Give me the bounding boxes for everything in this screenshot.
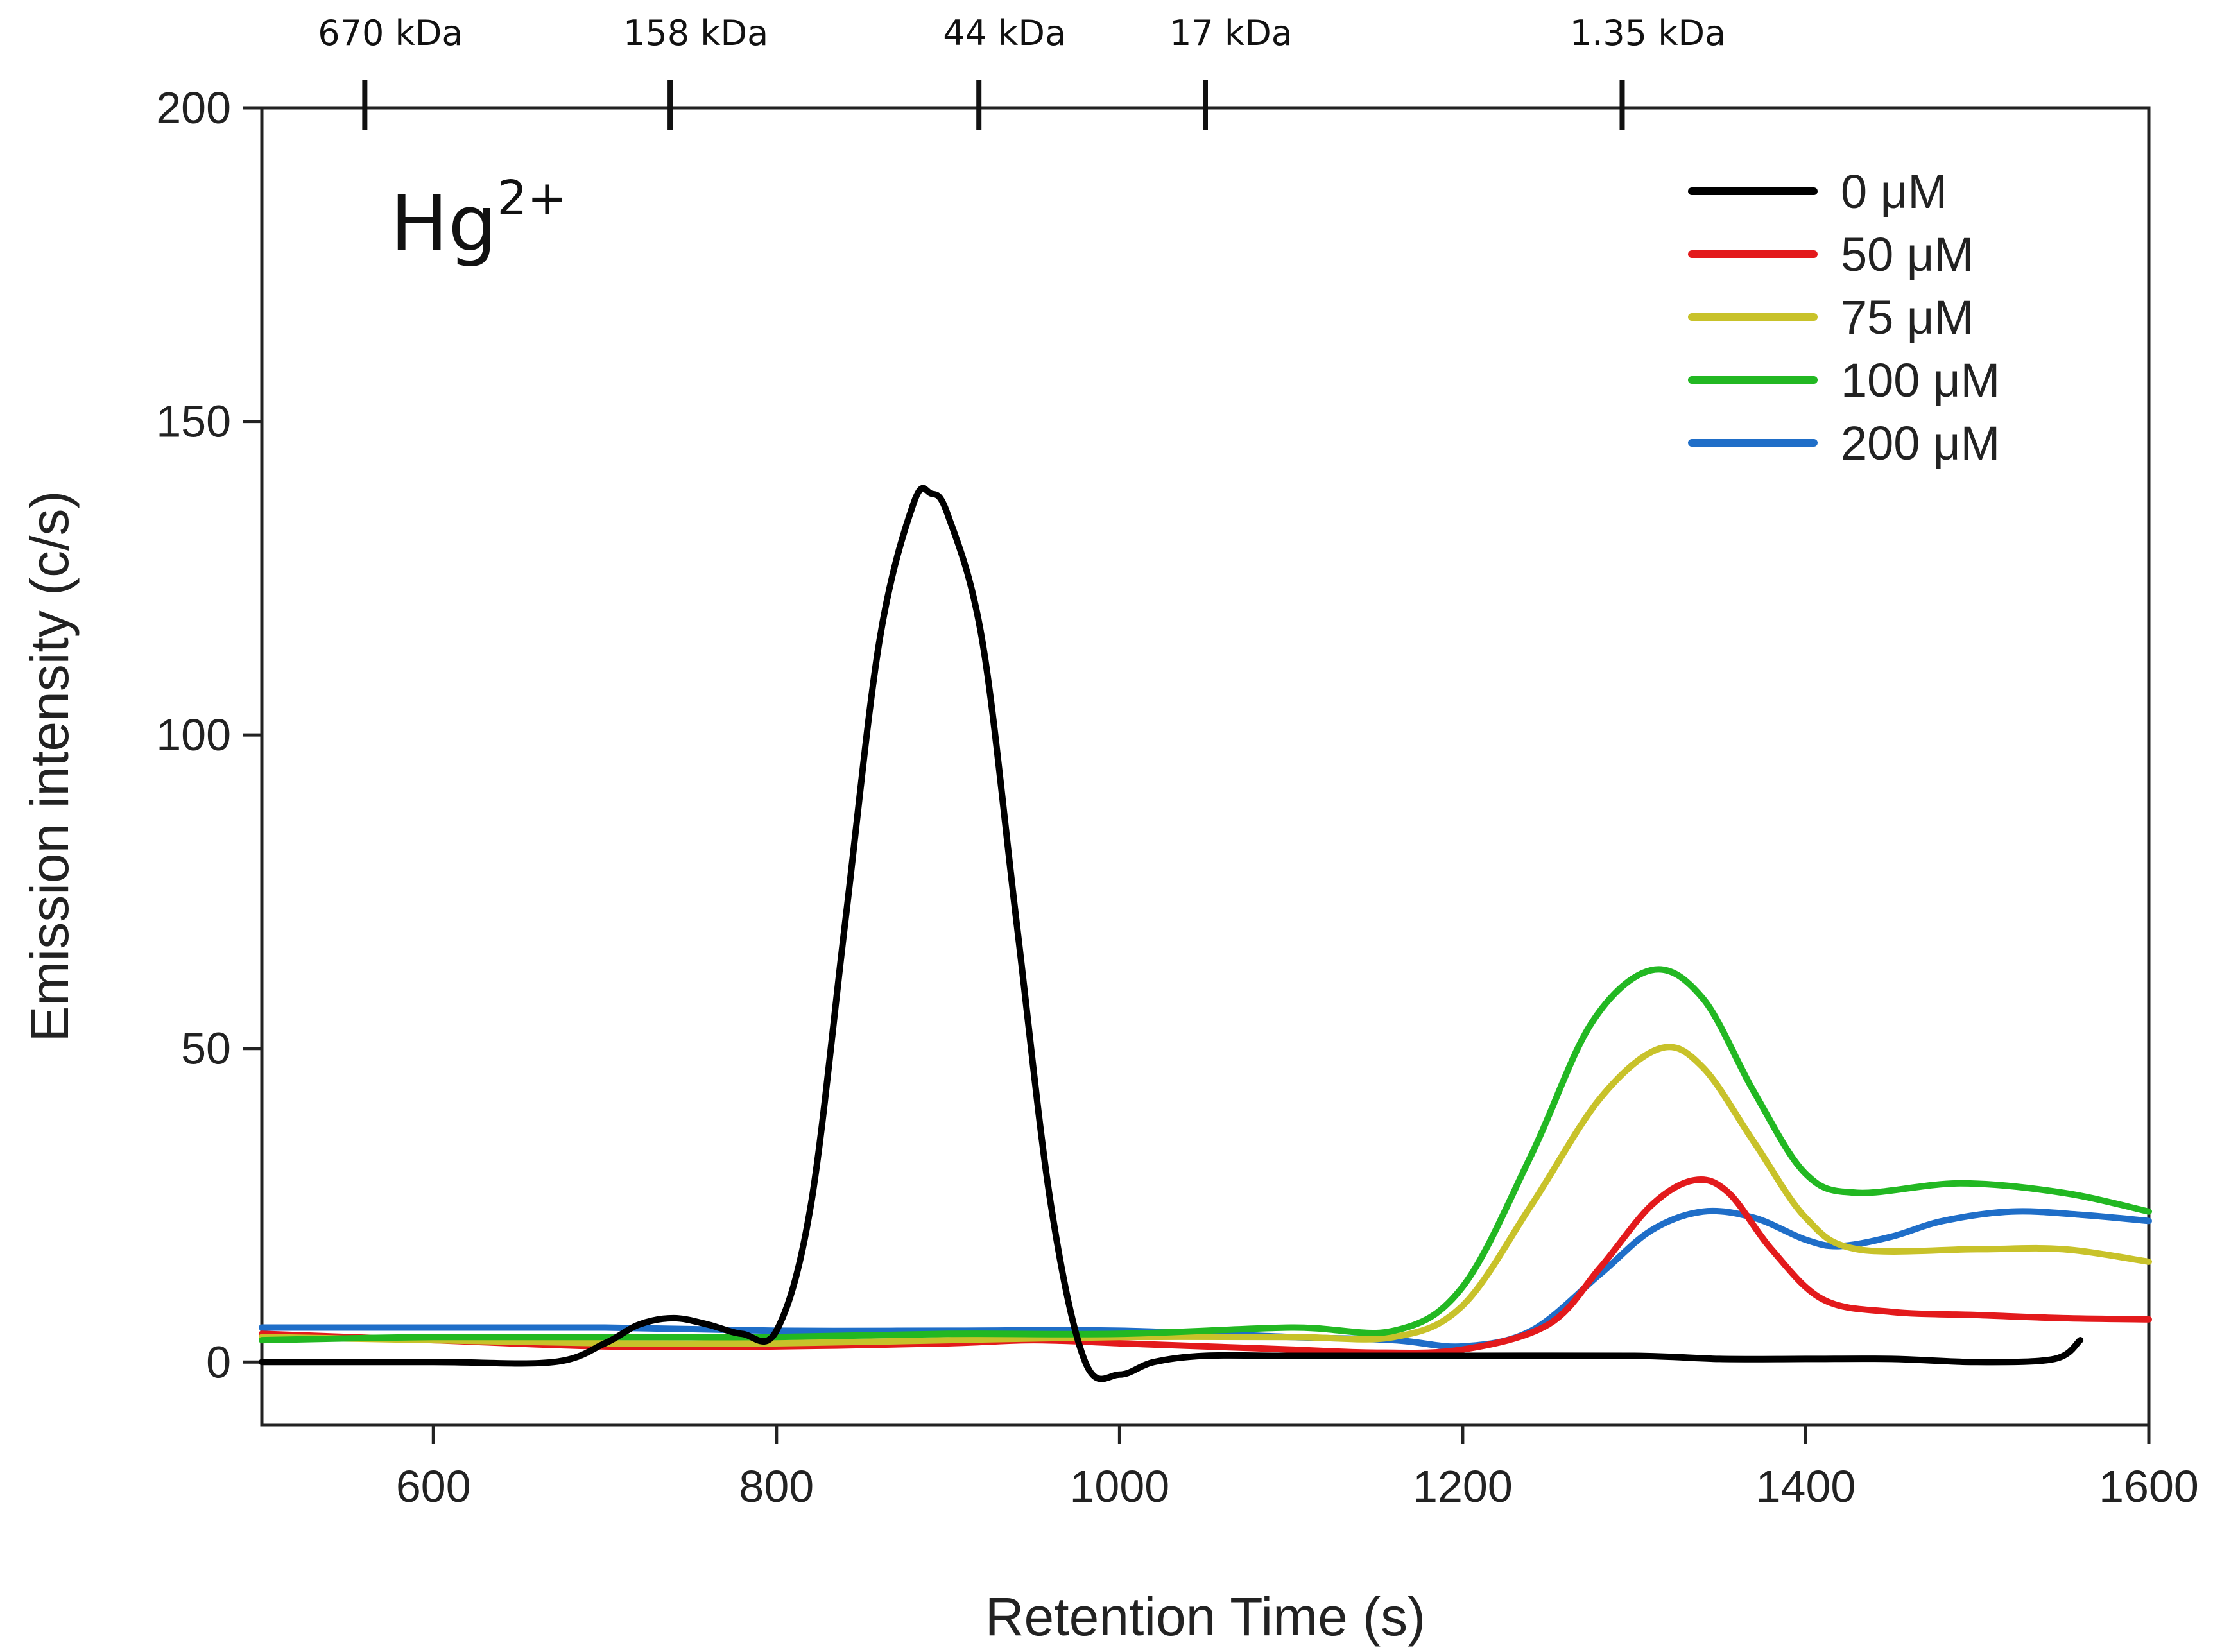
y-tick-label: 100	[156, 710, 231, 760]
x-axis-title: Retention Time (s)	[985, 1587, 1425, 1647]
series-line-4	[259, 1207, 2152, 1350]
mw-marker-label: 17 kDa	[1169, 13, 1293, 53]
annotation-superscript: 2+	[497, 171, 567, 226]
legend-label: 200 μM	[1841, 417, 2000, 470]
x-tick-label: 600	[396, 1461, 471, 1511]
series-line-2	[259, 1044, 2152, 1347]
molecular-weight-markers: 670 kDa 158 kDa 44 kDa 17 kDa 1.35 kDa	[318, 13, 1726, 130]
x-tick-label: 1200	[1413, 1461, 1513, 1511]
x-tick-label: 1000	[1069, 1461, 1169, 1511]
legend-label: 50 μM	[1841, 228, 1974, 281]
y-axis-title: Emission intensity (c/s)	[19, 491, 80, 1042]
y-tick-label: 200	[156, 83, 231, 133]
series-line-0	[259, 485, 2084, 1382]
mw-marker-label: 1.35 kDa	[1570, 13, 1726, 53]
x-tick-label: 1400	[1756, 1461, 1856, 1511]
y-axis: 0 50 100 150 200	[156, 83, 262, 1387]
annotation-base: Hg	[390, 180, 497, 269]
y-tick-label: 0	[206, 1337, 231, 1387]
series-lines	[259, 485, 2152, 1382]
y-tick-label: 150	[156, 397, 231, 447]
mw-marker-label: 670 kDa	[318, 13, 463, 53]
mw-marker-label: 158 kDa	[623, 13, 768, 53]
x-tick-label: 1600	[2099, 1461, 2199, 1511]
y-tick-label: 50	[181, 1024, 231, 1074]
legend-label: 75 μM	[1841, 291, 1974, 344]
legend: 0 μM 50 μM 75 μM 100 μM 200 μM	[1688, 165, 2000, 470]
series-line-3	[259, 966, 2152, 1344]
x-tick-label: 800	[739, 1461, 814, 1511]
annotation-hg2plus: Hg2+	[390, 171, 567, 269]
x-axis: 600 800 1000 1200 1400 1600	[396, 1425, 2199, 1511]
legend-label: 100 μM	[1841, 354, 2000, 407]
legend-label: 0 μM	[1841, 165, 1947, 218]
mw-marker-label: 44 kDa	[943, 13, 1066, 53]
